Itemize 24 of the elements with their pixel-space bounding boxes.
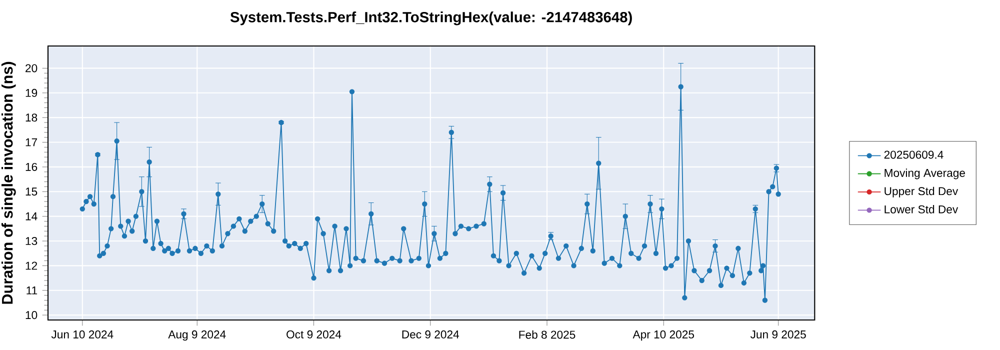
- y-tick-label: 19: [26, 88, 38, 97]
- y-tick-label: 20: [26, 64, 38, 72]
- x-tick-label: Feb 8 2025: [519, 330, 576, 339]
- y-tick-label: 18: [26, 114, 38, 122]
- legend-label: Lower Std Dev: [884, 205, 958, 214]
- y-tick-label: 13: [26, 237, 38, 246]
- legend-label: Moving Average: [884, 168, 965, 180]
- x-tick-label: Dec 9 2024: [402, 330, 460, 338]
- x-tick-label: Jun 10 2024: [51, 330, 114, 338]
- y-axis-title: Duration of single invocation (ns): [1, 62, 16, 304]
- chart-title: System.Tests.Perf_Int32.ToStringHex(value: -2147483648): [230, 12, 632, 26]
- y-tick-label: 14: [26, 212, 38, 220]
- y-tick-label: 10: [26, 311, 38, 320]
- legend-label: 20250609.4: [884, 150, 944, 159]
- x-tick-label: Aug 9 2024: [168, 330, 226, 341]
- y-tick-label: 17: [26, 138, 38, 146]
- y-tick-label: 16: [26, 162, 38, 171]
- x-tick-label: Oct 9 2024: [286, 330, 342, 338]
- x-tick-label: Jun 9 2025: [750, 330, 806, 338]
- y-tick-label: 15: [26, 188, 38, 196]
- legend-label: Upper Std Dev: [884, 186, 958, 198]
- y-tick-label: 12: [26, 262, 38, 270]
- x-tick-label: Apr 10 2025: [632, 330, 694, 341]
- y-tick-label: 11: [26, 286, 38, 294]
